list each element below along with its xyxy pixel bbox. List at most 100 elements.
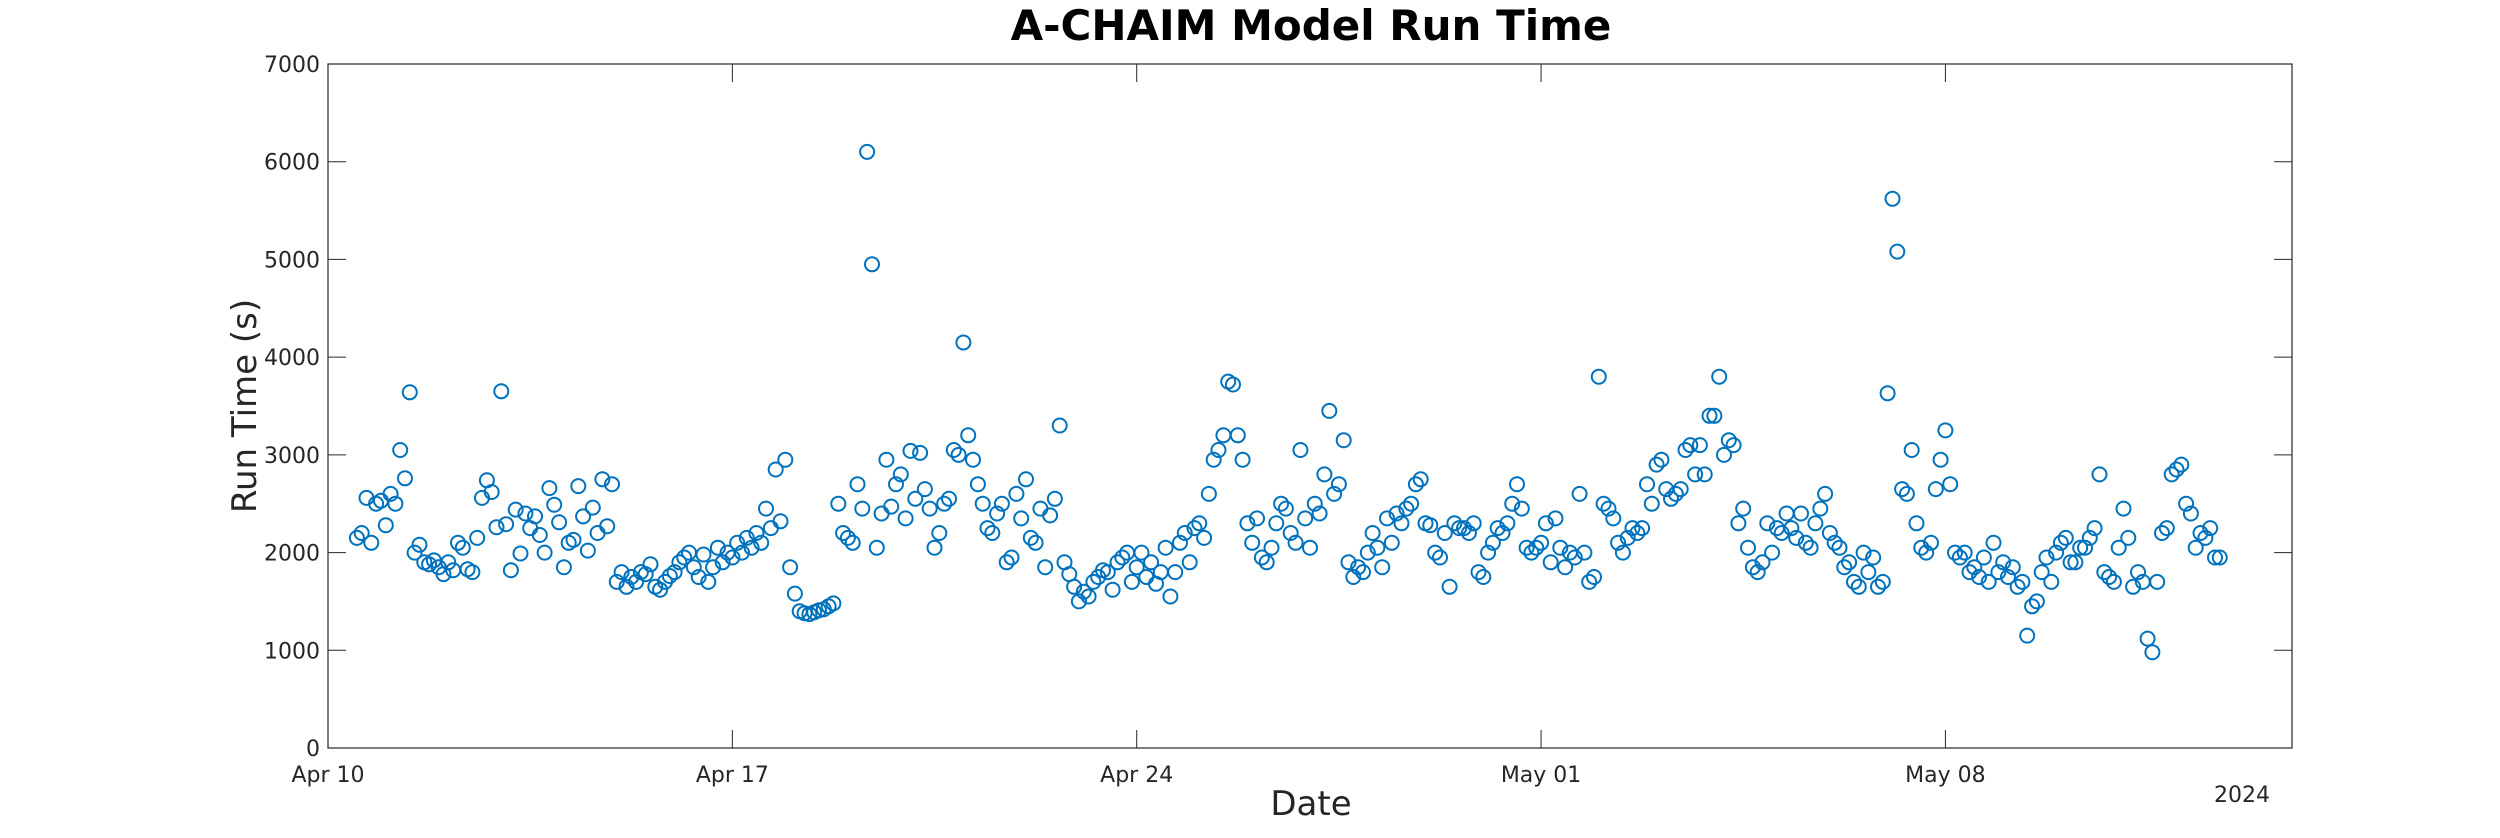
data-point [1143,554,1160,571]
data-point [1725,437,1742,454]
data-point [1013,510,1030,527]
data-point [1249,510,1265,527]
data-point [1330,476,1347,493]
data-point [955,334,972,351]
data-point [974,495,991,512]
data-point [2052,534,2069,551]
data-point [1422,517,1439,534]
data-point [902,442,919,459]
data-point [1610,534,1627,551]
data-point [1870,578,1886,595]
data-point [1850,578,1867,595]
data-point [613,564,630,581]
data-point [1846,573,1862,590]
data-point [1277,500,1294,517]
data-point [1865,549,1882,566]
data-point [2004,559,2021,576]
data-point [695,546,712,563]
data-point [628,573,645,590]
data-point [1720,432,1737,449]
data-point [1379,510,1395,527]
data-point [2192,525,2209,541]
data-point [844,534,861,551]
data-point [767,461,784,478]
data-point [517,505,534,522]
data-point [936,495,953,512]
data-point [1634,520,1651,537]
data-point [1923,534,1939,551]
data-point [1398,500,1415,517]
data-point [758,500,774,517]
data-point [2096,564,2113,581]
data-points [348,143,2228,661]
data-point [1990,564,2007,581]
data-point [945,442,962,458]
data-point [1051,417,1068,434]
data-point [1744,559,1761,576]
data-point [1499,515,1516,532]
data-point [594,471,611,488]
data-point [1807,515,1824,532]
data-point [1504,495,1521,512]
data-point [1427,544,1444,561]
data-point [1475,569,1492,585]
data-point [608,573,625,590]
data-point [1836,559,1853,576]
data-point [599,518,616,535]
data-point [1687,466,1704,483]
y-tick-label: 2000 [264,542,320,567]
data-point [661,568,678,584]
data-point [2081,529,2098,546]
data-point [1292,442,1309,458]
data-point [1802,539,1819,556]
data-point [1003,549,1020,566]
data-point [2105,573,2122,590]
data-point [1537,515,1554,532]
data-point [1951,549,1968,566]
data-point [960,427,977,444]
data-point [777,451,794,468]
data-point [1797,534,1814,551]
data-point [825,595,842,612]
data-point [1489,520,1506,537]
data-point [1037,559,1054,576]
data-point [637,566,654,583]
data-point [421,556,438,573]
data-point [724,549,741,566]
data-point [1253,549,1270,566]
data-point [507,501,524,518]
data-point [709,539,726,556]
data-point [1513,500,1530,517]
data-point [1403,495,1420,512]
data-point [1316,466,1333,483]
data-point [1465,515,1482,532]
data-point [1282,525,1299,541]
data-point [1788,529,1805,546]
y-tick-label: 1000 [264,639,320,664]
data-point [969,476,986,493]
data-point [892,466,909,483]
data-point [1600,500,1617,517]
data-point [579,542,596,559]
data-point [1128,559,1145,576]
y-axis-label: Run Time (s) [225,299,265,513]
data-point [1157,539,1174,556]
data-point [2154,525,2170,541]
data-point [748,525,765,541]
axes: 0 1000 2000 3000 4000 5000 6000 7000 Apr 10 Apr 1… [264,53,2293,788]
data-point [1244,534,1261,551]
data-point [454,539,471,556]
data-point [1682,437,1699,454]
data-point [685,559,702,576]
data-point [2149,573,2166,590]
data-point [993,495,1010,512]
y-tick-label: 3000 [264,444,320,469]
data-point [2173,456,2190,473]
data-point [868,539,885,556]
data-point [1696,466,1713,483]
data-point [1383,534,1400,551]
data-point [729,534,746,551]
data-point [1470,564,1487,581]
y-tick-label: 0 [306,737,320,762]
data-point [1855,544,1872,561]
